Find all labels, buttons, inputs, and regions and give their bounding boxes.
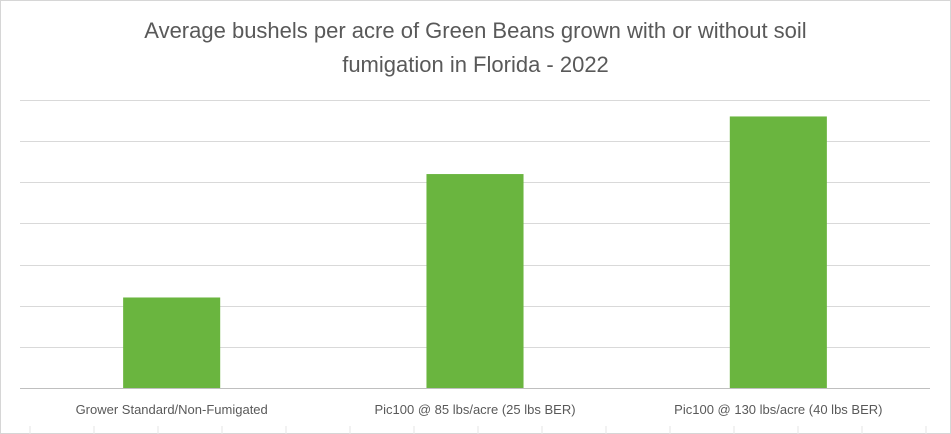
x-tick-label: Grower Standard/Non-Fumigated (76, 402, 268, 417)
x-tick-label: Pic100 @ 130 lbs/acre (40 lbs BER) (674, 402, 882, 417)
chart-title-line-2: fumigation in Florida - 2022 (342, 52, 609, 77)
bars (123, 116, 827, 388)
x-tick-label: Pic100 @ 85 lbs/acre (25 lbs BER) (374, 402, 575, 417)
bar (729, 116, 827, 388)
chart-title-line-1: Average bushels per acre of Green Beans … (144, 18, 807, 43)
x-axis-labels: Grower Standard/Non-Fumigated Pic100 @ 85… (76, 402, 883, 417)
bar (123, 297, 221, 388)
chart-title: Average bushels per acre of Green Beans … (0, 14, 951, 82)
bar (426, 174, 524, 388)
spreadsheet-cell-grid (29, 426, 927, 434)
